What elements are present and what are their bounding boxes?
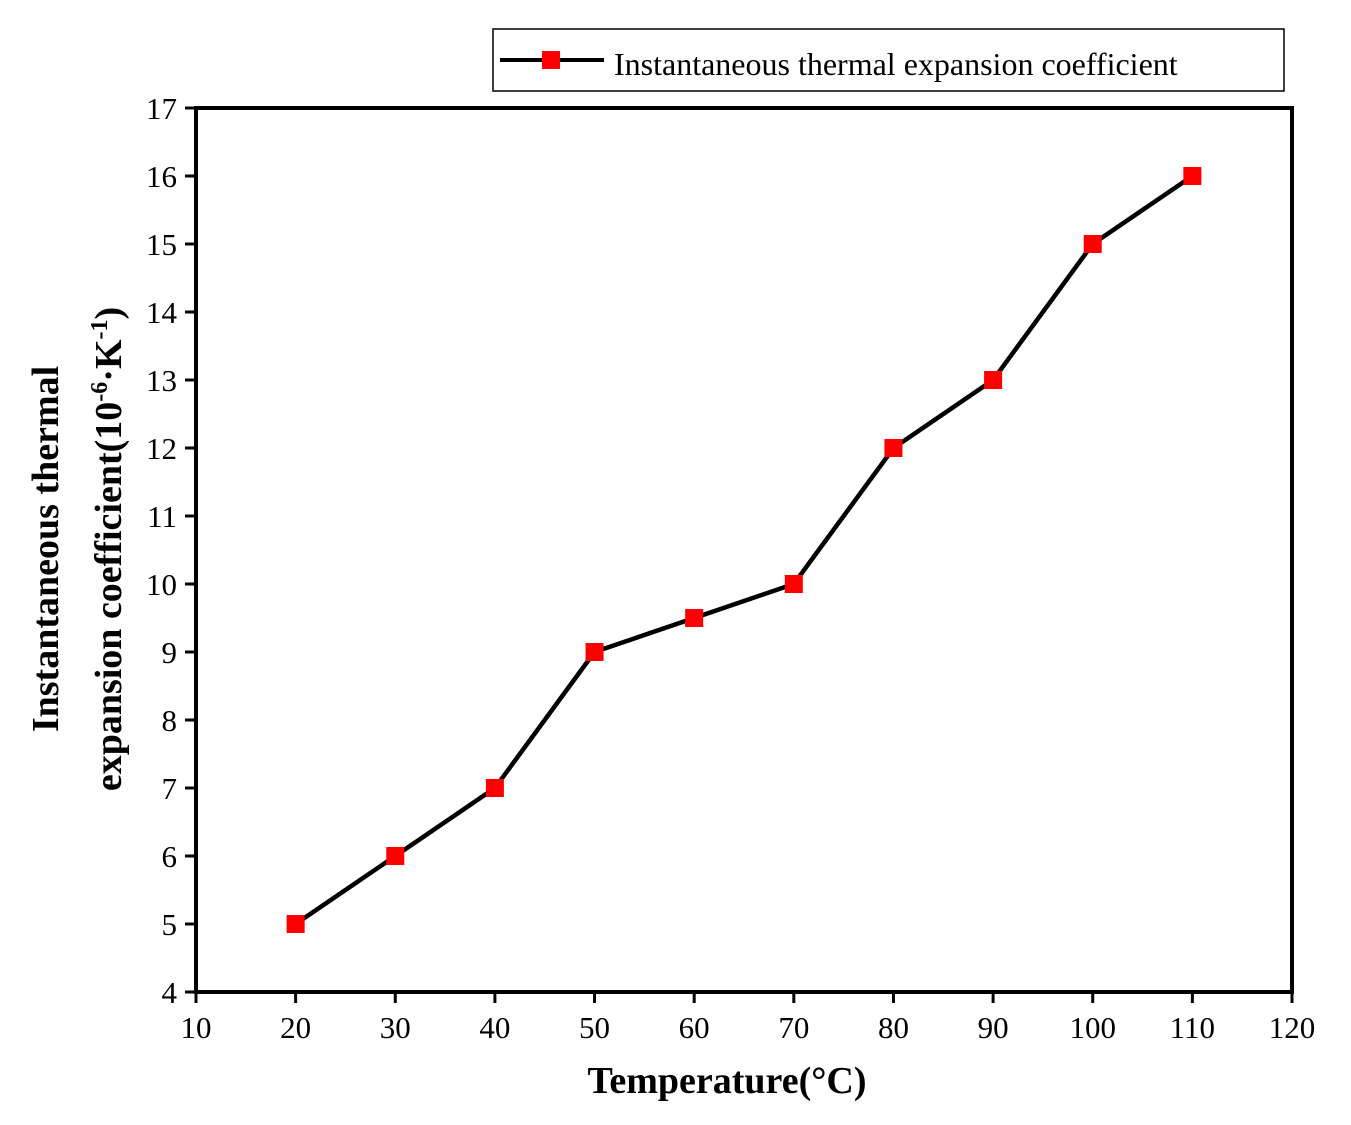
y-axis-title-sup1: -6	[87, 382, 113, 402]
data-point-marker	[984, 371, 1003, 389]
y-axis-title-line2-group: expansion coefficient(10-6·K-1)	[87, 307, 130, 791]
x-axis-title: Temperature(°C)	[587, 1060, 866, 1102]
data-point-marker	[1083, 235, 1102, 253]
y-tick-label: 16	[146, 159, 177, 194]
series-line	[294, 174, 1194, 926]
y-axis-title-line1: Instantaneous thermal	[25, 366, 67, 732]
x-tick-label: 70	[778, 1010, 809, 1045]
legend: Instantaneous thermal expansion coeffici…	[492, 28, 1285, 92]
plot-frame	[194, 106, 1294, 994]
data-point-marker	[685, 609, 704, 627]
y-axis-title-line1-group: Instantaneous thermal	[25, 366, 67, 732]
y-axis-title-line2: expansion coefficient(10-6·K-1)	[87, 307, 130, 791]
y-tick-label: 4	[162, 975, 178, 1010]
y-tick-label: 5	[162, 907, 178, 942]
x-tick-label: 30	[380, 1010, 411, 1045]
legend-label: Instantaneous thermal expansion coeffici…	[614, 46, 1178, 82]
x-tick-label: 80	[878, 1010, 909, 1045]
y-tick-label: 15	[146, 227, 177, 262]
legend-marker-sample	[542, 51, 560, 69]
y-tick-label: 6	[162, 839, 178, 874]
y-axis-title-prefix: expansion coefficient(10	[88, 402, 130, 791]
x-tick-label: 60	[679, 1010, 710, 1045]
y-axis-title-suffix: )	[88, 307, 130, 320]
x-tick-label: 120	[1269, 1010, 1316, 1045]
y-tick-label: 13	[146, 363, 177, 398]
data-point-marker	[784, 575, 803, 593]
y-tick-label: 10	[146, 567, 177, 602]
y-axis-title-sup2: -1	[87, 319, 113, 339]
x-tick-label: 50	[579, 1010, 610, 1045]
y-tick-label: 12	[146, 431, 177, 466]
x-tick-label: 40	[479, 1010, 510, 1045]
y-tick-label: 7	[162, 771, 178, 806]
data-point-marker	[585, 643, 604, 661]
y-axis-title-mid: ·K	[88, 339, 130, 382]
data-point-marker	[386, 847, 405, 865]
x-tick-label: 100	[1069, 1010, 1116, 1045]
x-tick-label: 90	[978, 1010, 1009, 1045]
data-point-marker	[485, 779, 504, 797]
x-tick-label: 10	[181, 1010, 212, 1045]
data-point-marker	[1183, 167, 1202, 185]
y-tick-label: 17	[146, 91, 177, 126]
axis-ticks: 10 20 30 40 50 60 70 80 90 100 110 120 4 5 6 7 8 9 10 11 12 1…	[146, 91, 1315, 1045]
y-tick-label: 9	[162, 635, 178, 670]
legend-box	[492, 28, 1285, 92]
x-tick-label: 110	[1170, 1010, 1215, 1045]
y-tick-label: 11	[147, 499, 177, 534]
data-point-marker	[286, 915, 305, 933]
x-tick-label: 20	[280, 1010, 311, 1045]
y-tick-label: 8	[162, 703, 178, 738]
y-tick-label: 14	[146, 295, 178, 330]
data-point-marker	[884, 439, 903, 457]
series-group	[286, 167, 1202, 933]
